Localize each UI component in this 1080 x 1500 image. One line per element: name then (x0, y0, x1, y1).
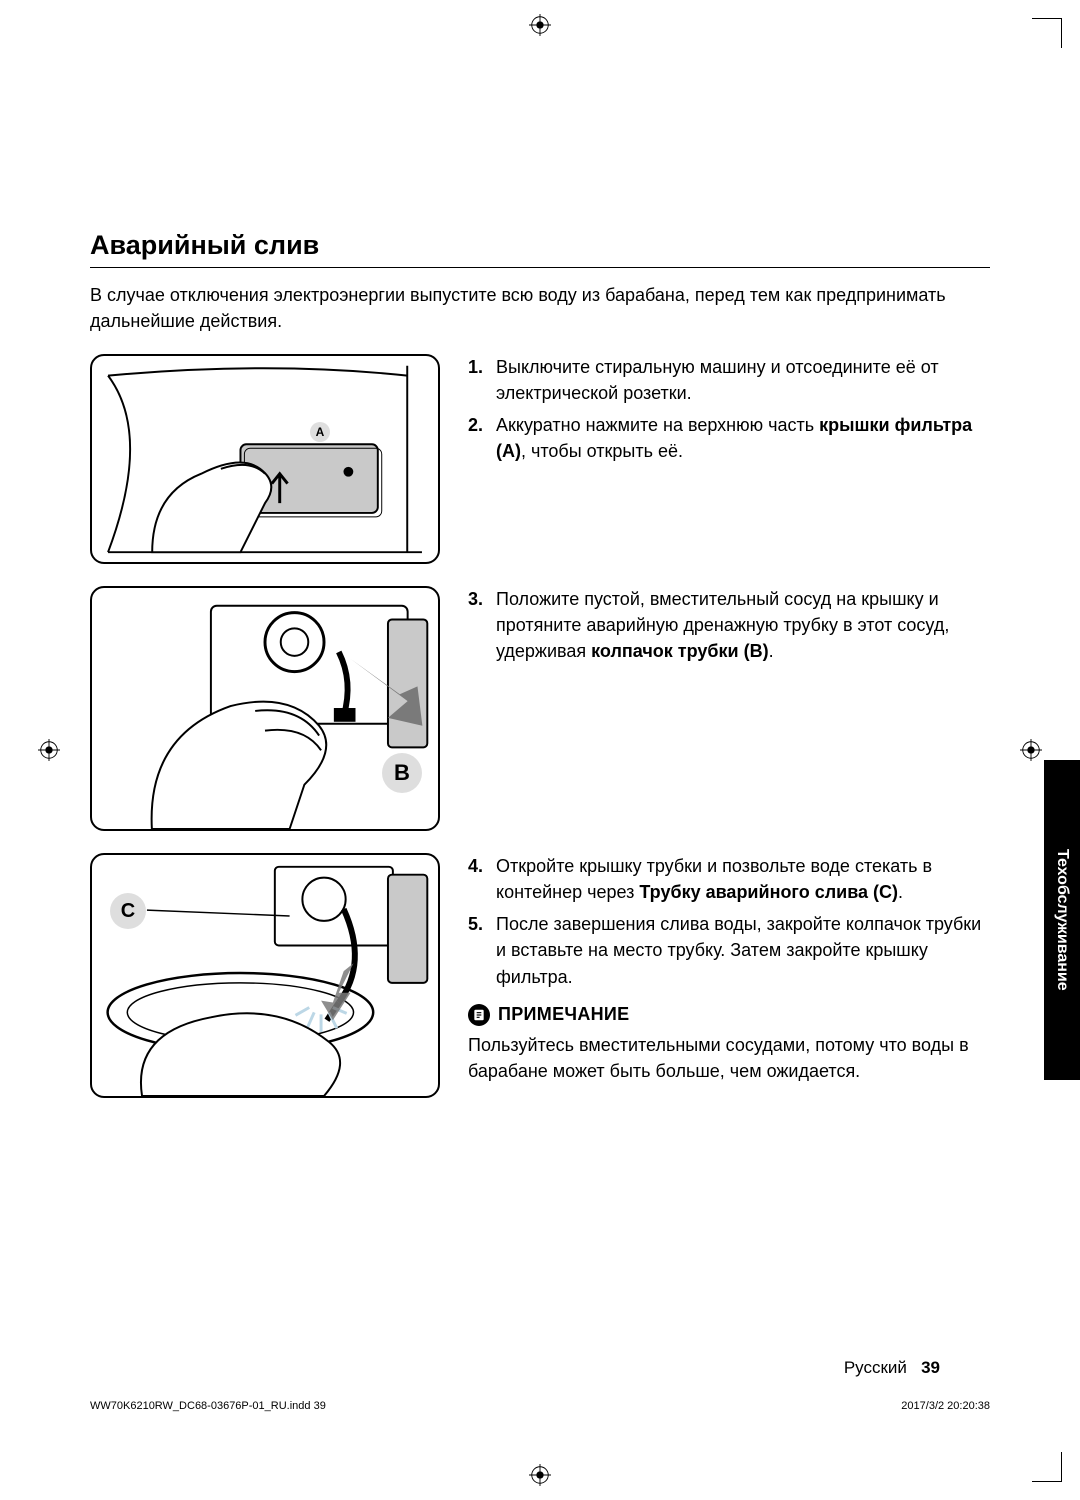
note-icon (468, 1004, 490, 1026)
step-4: 4. Откройте крышку трубки и позвольте во… (468, 853, 990, 905)
print-footer: WW70K6210RW_DC68-03676P-01_RU.indd 39 20… (90, 1400, 990, 1412)
footer-date: 2017/3/2 20:20:38 (901, 1400, 990, 1412)
step-num: 3. (468, 586, 496, 664)
callout-b: B (382, 753, 422, 793)
step-text: Аккуратно нажмите на верхнюю часть крышк… (496, 412, 990, 464)
step-text: Откройте крышку трубки и позвольте воде … (496, 853, 990, 905)
step-row-1: A 1. Выключите стиральную машину и отсое… (90, 354, 990, 564)
step-text: Положите пустой, вместительный сосуд на … (496, 586, 990, 664)
page: Аварийный слив В случае отключения элект… (90, 70, 990, 1430)
footer-file: WW70K6210RW_DC68-03676P-01_RU.indd 39 (90, 1400, 326, 1412)
crop-mark (1032, 18, 1062, 48)
note-body: Пользуйтесь вместительными сосудами, пот… (468, 1032, 990, 1084)
side-tab-label: Техобслуживание (1053, 849, 1071, 991)
step-num: 4. (468, 853, 496, 905)
step-num: 1. (468, 354, 496, 406)
note-title: ПРИМЕЧАНИЕ (498, 1004, 629, 1025)
page-footer-lang: Русский 39 (844, 1358, 940, 1378)
registration-mark-icon (1020, 739, 1042, 761)
illustration-c: C (90, 853, 440, 1098)
crop-mark (1032, 1452, 1062, 1482)
side-tab: Техобслуживание (1044, 760, 1080, 1080)
registration-mark-icon (38, 739, 60, 761)
step-text: Выключите стиральную машину и отсоединит… (496, 354, 990, 406)
callout-c: C (110, 893, 146, 929)
registration-mark-icon (529, 1464, 551, 1486)
step-5: 5. После завершения слива воды, закройте… (468, 911, 990, 989)
illustration-a: A (90, 354, 440, 564)
step-row-3: C 4. Откройте крышку трубки и позвольте … (90, 853, 990, 1098)
step-num: 5. (468, 911, 496, 989)
registration-mark-icon (529, 14, 551, 36)
step-3: 3. Положите пустой, вместительный сосуд … (468, 586, 990, 664)
intro-text: В случае отключения электроэнергии выпус… (90, 282, 990, 334)
note-heading: ПРИМЕЧАНИЕ (468, 1004, 990, 1026)
illustration-b: B (90, 586, 440, 831)
step-1: 1. Выключите стиральную машину и отсоеди… (468, 354, 990, 406)
section-heading: Аварийный слив (90, 230, 990, 268)
step-num: 2. (468, 412, 496, 464)
step-2: 2. Аккуратно нажмите на верхнюю часть кр… (468, 412, 990, 464)
step-text: После завершения слива воды, закройте ко… (496, 911, 990, 989)
step-row-2: B 3. Положите пустой, вместительный сосу… (90, 586, 990, 831)
